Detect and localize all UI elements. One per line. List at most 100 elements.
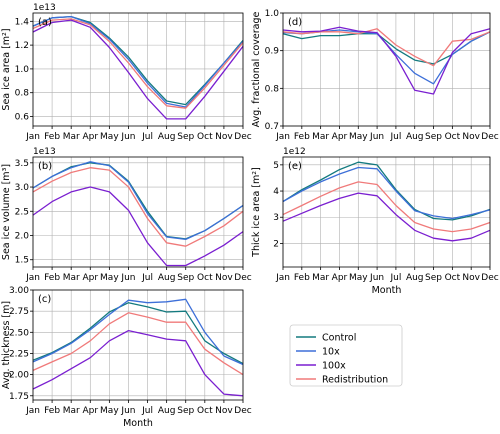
series-line-100x [282, 192, 491, 242]
x-tick-label: Jul [141, 132, 153, 142]
y-tick-label: 1.4 [15, 17, 30, 27]
y-tick-label: 1.75 [9, 392, 29, 402]
legend-label: Control [322, 333, 356, 344]
x-tick-label: Aug [406, 273, 424, 283]
series-line-100x [32, 19, 244, 120]
x-tick-label: Jul [389, 273, 401, 283]
panel-label: (a) [38, 17, 52, 28]
x-tick-label: Apr [82, 406, 98, 416]
panel-d: 0.7 0.8 0.9 1.0 Jan Feb Mar Apr May Jun Jul Aug Sep O… [251, 9, 499, 142]
series-line-10x [32, 161, 244, 241]
x-tick-label: Dec [234, 273, 251, 283]
y-tick-label: 0.9 [265, 47, 280, 57]
plot-frame [282, 12, 491, 127]
series-line-10x [32, 298, 244, 366]
x-tick-label: Feb [294, 132, 310, 142]
panel-label: (c) [38, 294, 51, 305]
x-tick-label: Jan [25, 132, 40, 142]
series-line-10x [32, 15, 244, 108]
plot-frame [32, 156, 244, 268]
x-tick-label: Sep [177, 406, 194, 416]
series-line-10x [282, 29, 491, 85]
y-tick-label: 0.8 [15, 89, 30, 99]
x-tick-label: Dec [481, 132, 498, 142]
y-tick-label: 2.0 [15, 232, 30, 242]
series-line-redistribution [32, 312, 244, 376]
plot-frame [32, 289, 244, 401]
x-tick-label: Nov [462, 273, 480, 283]
x-tick-label: Apr [82, 132, 98, 142]
y-tick-label: 2.75 [9, 307, 29, 317]
legend-label: Redistribution [322, 375, 388, 386]
x-tick-label: Sep [425, 273, 442, 283]
y-tick-label: 0.7 [265, 122, 279, 132]
x-tick-label: Jan [275, 132, 290, 142]
series-line-control [32, 15, 244, 106]
y-tick-label: 3.5 [15, 159, 29, 169]
x-tick-label: Jul [141, 406, 153, 416]
x-tick-label: Feb [44, 132, 60, 142]
x-tick-label: Nov [462, 132, 480, 142]
y-axis-label: Sea ice area [m²] [1, 28, 12, 110]
x-tick-label: Aug [158, 273, 176, 283]
y-tick-label: 2.00 [9, 371, 29, 381]
y-tick-label: 2.25 [9, 349, 29, 359]
x-tick-label: Dec [234, 132, 251, 142]
panel-e: 2 3 4 5 Jan Feb Mar Apr May Jun Jul Aug Sep Oct Nov Dec… [251, 147, 499, 296]
x-tick-label: Mar [63, 273, 80, 283]
x-tick-label: Oct [197, 406, 213, 416]
series-line-control [32, 302, 244, 365]
x-tick-label: Jul [389, 132, 401, 142]
x-tick-label: Mar [63, 132, 80, 142]
axis-exponent: 1e13 [33, 3, 56, 13]
x-tick-label: Dec [481, 273, 498, 283]
x-tick-label: Aug [406, 132, 424, 142]
y-tick-label: 1.5 [15, 256, 29, 266]
series-line-100x [32, 329, 244, 397]
y-tick-label: 2 [273, 239, 279, 249]
y-axis-label: Thick ice area [m²] [251, 167, 262, 258]
x-tick-label: Jun [369, 132, 384, 142]
x-tick-label: Nov [215, 132, 233, 142]
x-tick-label: Oct [445, 132, 461, 142]
y-axis-label: Avg. fractional coverage [251, 11, 262, 127]
x-tick-label: Jan [25, 406, 40, 416]
y-tick-label: 1.0 [265, 9, 280, 19]
y-tick-label: 1.2 [15, 41, 29, 51]
series-line-100x [282, 26, 491, 95]
y-tick-label: 1.0 [15, 65, 30, 75]
legend: Control 10x 100x Redistribution [289, 324, 403, 387]
x-tick-label: Aug [158, 406, 176, 416]
plot-frame [32, 12, 244, 127]
axis-exponent: 1e12 [283, 147, 306, 157]
x-tick-label: Oct [197, 132, 213, 142]
legend-label: 100x [322, 361, 346, 372]
series-line-10x [282, 166, 491, 220]
x-tick-label: Feb [44, 406, 60, 416]
series-line-100x [32, 186, 244, 267]
x-tick-label: Jun [120, 406, 135, 416]
x-tick-label: Sep [177, 132, 194, 142]
x-tick-label: Oct [197, 273, 213, 283]
x-tick-label: Mar [63, 406, 80, 416]
y-tick-label: 0.6 [15, 112, 30, 122]
x-tick-label: Apr [332, 273, 348, 283]
series-line-redistribution [32, 167, 244, 247]
panel-label: (e) [288, 161, 302, 172]
x-tick-label: Mar [312, 273, 329, 283]
x-tick-label: Jan [275, 273, 290, 283]
x-tick-label: Apr [332, 132, 348, 142]
series-line-control [282, 161, 491, 221]
panel-label: (b) [38, 161, 52, 172]
x-tick-label: Jun [120, 273, 135, 283]
x-tick-label: Mar [312, 132, 329, 142]
x-tick-label: Apr [82, 273, 98, 283]
y-tick-label: 2.5 [15, 207, 29, 217]
series-line-redistribution [282, 28, 491, 67]
y-tick-label: 5 [273, 161, 279, 171]
x-tick-label: Jun [369, 273, 384, 283]
